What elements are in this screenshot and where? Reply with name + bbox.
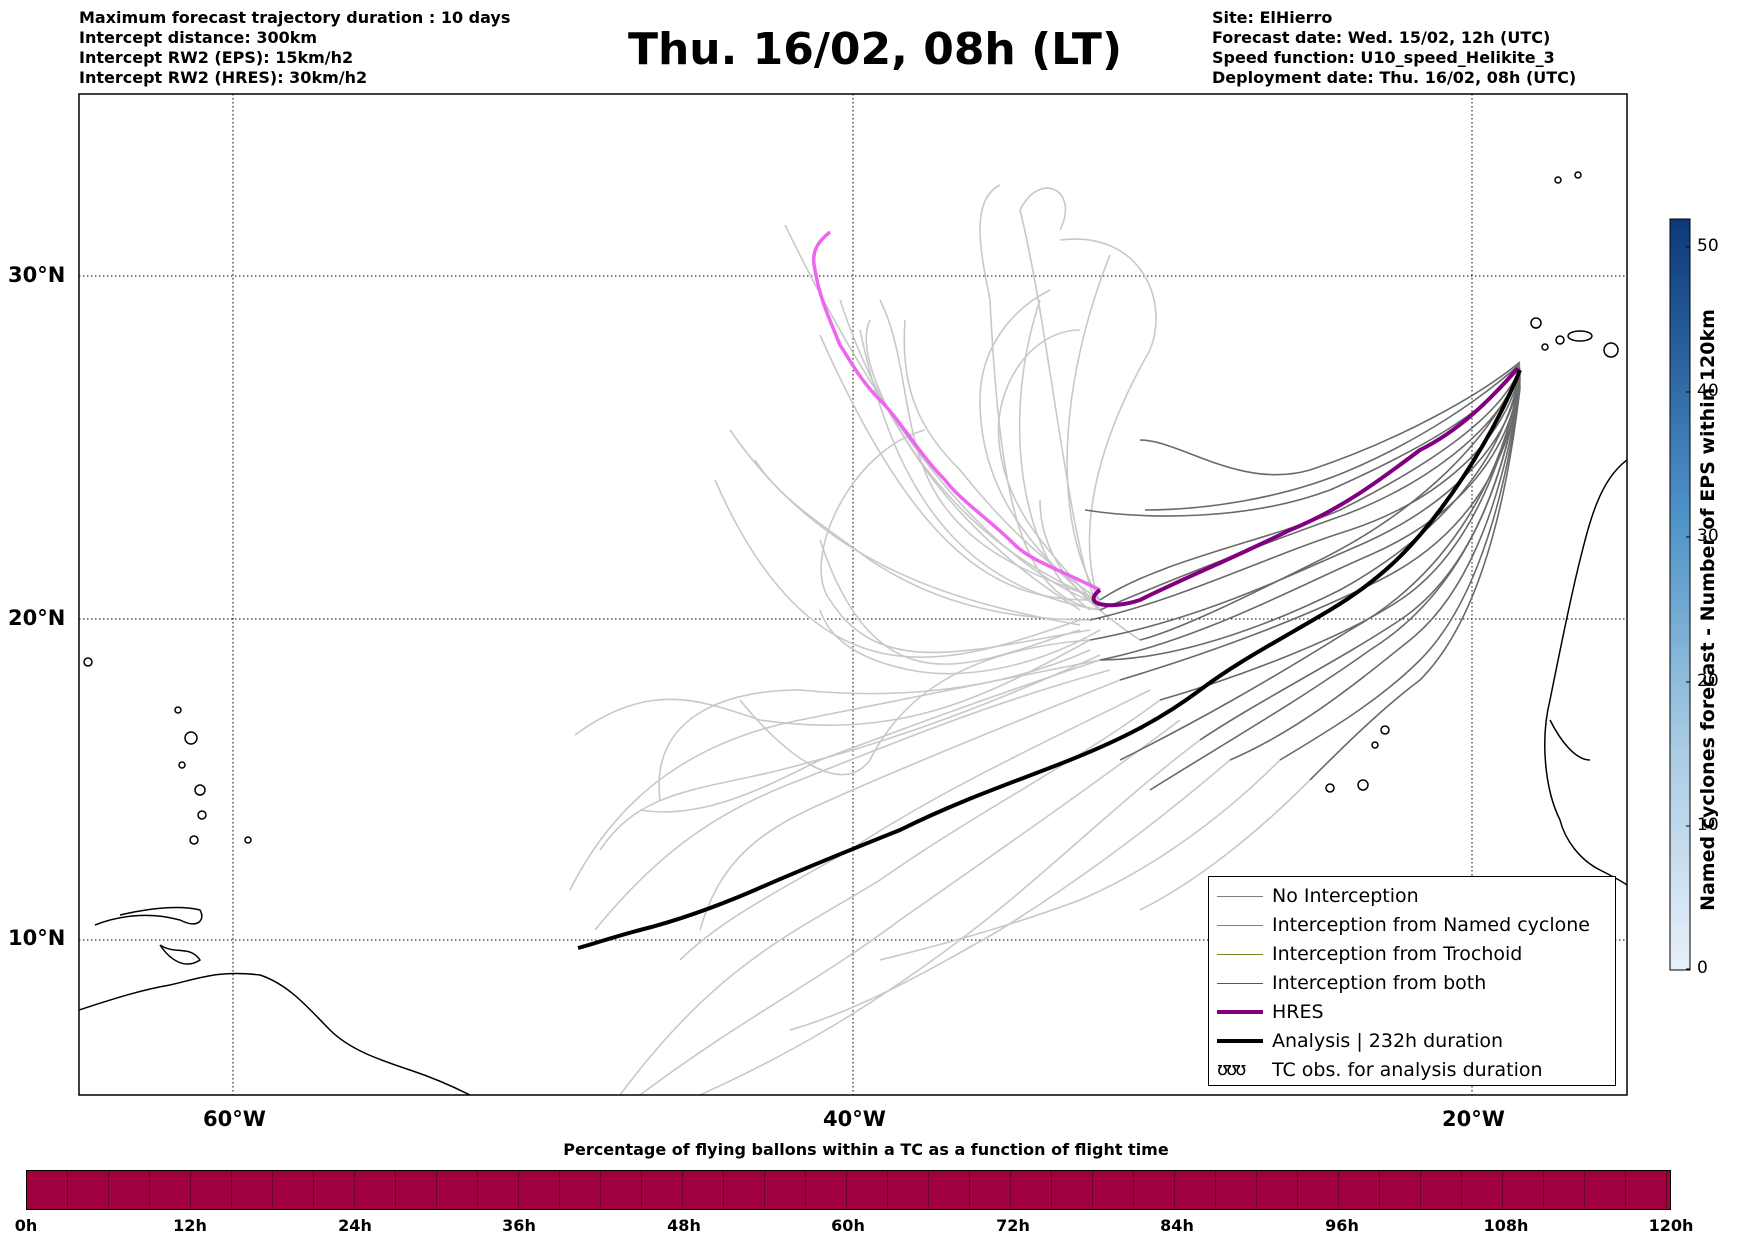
hres-trajectory [1091,366,1520,608]
tc-obs-icon: ʊʊʊ [1217,1059,1246,1080]
header-line-deployment-date: Deployment date: Thu. 16/02, 08h (UTC) [1212,68,1577,87]
legend-label: TC obs. for analysis duration [1272,1059,1543,1081]
legend-label: Analysis | 232h duration [1272,1030,1504,1052]
time-label-48h: 48h [667,1216,701,1235]
eps-trajectories-dark [1084,361,1521,791]
time-label-108h: 108h [1483,1216,1529,1235]
colorbar-ticks [1686,246,1690,970]
legend-item-named-cyclone: Interception from Named cyclone [1209,912,1615,941]
legend-label: Interception from both [1272,972,1487,994]
lat-label-30n: 30°N [8,263,66,287]
time-label-24h: 24h [338,1216,372,1235]
header-info-left: Maximum forecast trajectory duration : 1… [79,8,510,88]
legend-item-tc-obs: ʊʊʊ TC obs. for analysis duration [1209,1057,1615,1086]
time-label-12h: 12h [173,1216,207,1235]
percentage-bar-title: Percentage of flying ballons within a TC… [563,1140,1169,1159]
time-label-36h: 36h [502,1216,536,1235]
analysis-trajectory [577,369,1522,950]
islands [83,171,1619,845]
cyclone-colorbar [1669,218,1691,971]
lon-label-20w: 20°W [1442,1107,1505,1131]
header-line-duration: Maximum forecast trajectory duration : 1… [79,8,511,27]
header-line-distance: Intercept distance: 300km [79,28,318,47]
legend-item-analysis: Analysis | 232h duration [1209,1028,1615,1057]
legend-swatch [1217,1010,1263,1014]
page-title: Thu. 16/02, 08h (LT) [627,24,1123,75]
graticule [79,94,1627,1095]
colorbar-tick-30: 30 [1697,526,1719,546]
time-label-96h: 96h [1325,1216,1359,1235]
time-label-120h: 120h [1648,1216,1694,1235]
legend-swatch [1217,954,1263,955]
legend-label: No Interception [1272,885,1419,907]
map-legend: No Interception Interception from Named … [1208,876,1616,1086]
colorbar-tick-10: 10 [1697,815,1719,835]
colorbar-tick-50: 50 [1697,236,1719,256]
header-info-right: Site: ElHierro Forecast date: Wed. 15/02… [1212,8,1576,88]
time-label-72h: 72h [996,1216,1030,1235]
hres-trajectory-light [812,230,1101,592]
legend-label: HRES [1272,1001,1324,1023]
colorbar-tick-0: 0 [1697,958,1708,978]
eps-trajectories-light [569,184,1311,1095]
legend-label: Interception from Named cyclone [1272,914,1590,936]
map-frame [78,93,1628,1096]
header-line-eps: Intercept RW2 (EPS): 15km/h2 [79,48,354,67]
legend-item-both: Interception from both [1209,970,1615,999]
colorbar-title: Named cyclones forecast - Number of EPS … [1697,309,1719,911]
time-label-0h: 0h [14,1216,38,1235]
time-label-84h: 84h [1160,1216,1194,1235]
colorbar-tick-40: 40 [1697,381,1719,401]
legend-item-no-interception: No Interception [1209,883,1615,912]
header-line-speed-function: Speed function: U10_speed_Helikite_3 [1212,48,1555,67]
legend-label: Interception from Trochoid [1272,943,1523,965]
header-line-hres: Intercept RW2 (HRES): 30km/h2 [79,68,368,87]
legend-swatch [1217,896,1263,897]
coastlines [79,459,1627,1095]
time-label-60h: 60h [831,1216,865,1235]
legend-swatch [1217,925,1263,926]
header-line-forecast-date: Forecast date: Wed. 15/02, 12h (UTC) [1212,28,1551,47]
lon-label-60w: 60°W [203,1107,266,1131]
legend-swatch [1217,1039,1263,1043]
percentage-bar [26,1170,1671,1210]
lat-label-10n: 10°N [8,926,66,950]
header-line-site: Site: ElHierro [1212,8,1333,27]
lon-label-40w: 40°W [823,1107,886,1131]
legend-item-trochoid: Interception from Trochoid [1209,941,1615,970]
colorbar-tick-20: 20 [1697,671,1719,691]
lat-label-20n: 20°N [8,606,66,630]
legend-item-hres: HRES [1209,999,1615,1028]
legend-swatch [1217,983,1263,984]
